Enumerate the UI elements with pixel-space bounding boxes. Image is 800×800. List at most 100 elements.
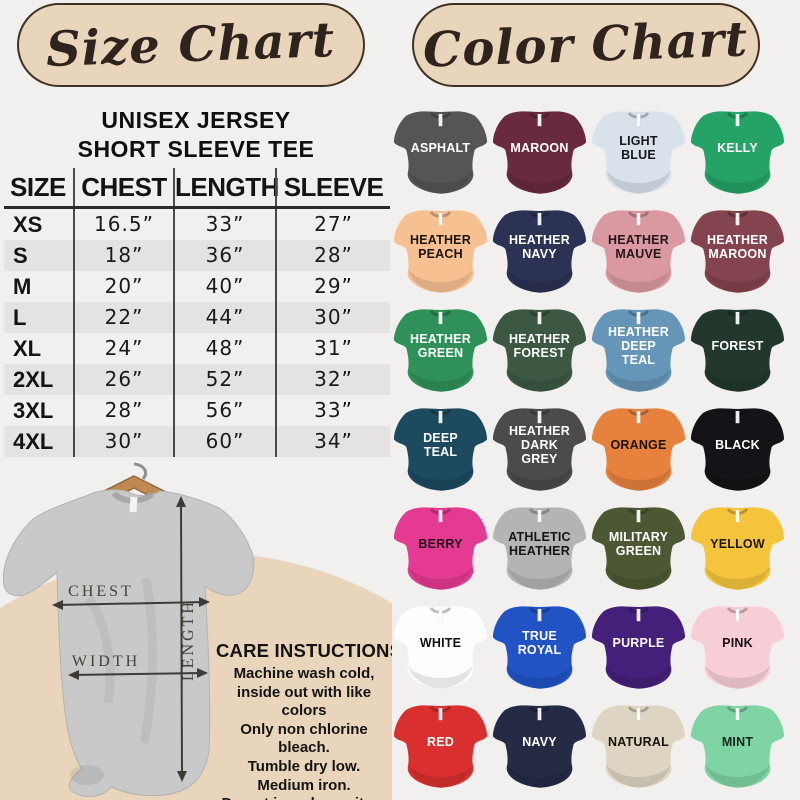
neck-tag — [129, 496, 138, 513]
color-name-label: BLACK — [715, 438, 760, 452]
table-row: XS 16.5” 33” 27” — [4, 209, 390, 240]
size-cell: M — [13, 274, 32, 299]
tee-icon — [393, 507, 488, 590]
tee-icon — [591, 606, 686, 689]
tee-icon — [492, 606, 587, 689]
sleeve-cell: 29” — [275, 271, 390, 302]
color-name-label: DEEP TEAL — [423, 431, 458, 459]
length-cell: 33” — [173, 209, 275, 240]
care-line: inside out with like colors — [236, 683, 372, 720]
color-swatch: ORANGE — [589, 398, 688, 497]
sleeve-cell: 32” — [275, 364, 390, 395]
color-swatch: MILITARY GREEN — [589, 497, 688, 596]
size-cell: 4XL — [13, 429, 54, 454]
sleeve-cell: 28” — [275, 240, 390, 271]
color-name-label: NATURAL — [608, 735, 669, 749]
column-header-sleeve: SLEEVE — [275, 168, 390, 206]
tee-icon — [591, 111, 686, 194]
color-swatch: YELLOW — [688, 497, 787, 596]
tee-icon — [492, 507, 587, 590]
tshirt-measurement-image: CHEST WIDTH LENGTH — [2, 462, 255, 797]
tee-icon — [690, 705, 785, 788]
table-row: M 20” 40” 29” — [4, 271, 390, 302]
color-name-label: YELLOW — [710, 537, 765, 551]
color-swatch: KELLY — [688, 101, 787, 200]
knot-detail — [70, 765, 104, 785]
care-line: Machine wash cold, — [233, 665, 375, 682]
tee-icon — [591, 705, 686, 788]
color-swatch: HEATHER GREEN — [391, 299, 490, 398]
care-line: Tumble dry low. — [247, 757, 361, 775]
color-swatch: DEEP TEAL — [391, 398, 490, 497]
sleeve-cell: 27” — [275, 209, 390, 240]
tee-icon — [690, 309, 785, 392]
color-swatch: HEATHER NAVY — [490, 200, 589, 299]
color-name-label: MAROON — [510, 141, 569, 155]
color-name-label: HEATHER MAROON — [707, 233, 768, 261]
table-row: 4XL 30” 60” 34” — [4, 426, 390, 457]
tee-icon — [393, 111, 488, 194]
color-name-label: ASPHALT — [410, 141, 471, 155]
care-line: Do not iron decoraiton. — [216, 795, 392, 800]
color-swatch: FOREST — [688, 299, 787, 398]
color-swatch: HEATHER PEACH — [391, 200, 490, 299]
chest-cell: 16.5” — [73, 209, 173, 240]
color-name-label: MINT — [721, 735, 754, 749]
color-name-label: NAVY — [522, 735, 557, 749]
hanger-hook-icon — [133, 462, 148, 480]
table-row: 3XL 28” 56” 33” — [4, 395, 390, 426]
size-table-header-row: SIZE CHEST LENGTH SLEEVE — [4, 168, 390, 209]
tee-icon — [492, 309, 587, 392]
color-name-label: HEATHER DARK GREY — [509, 424, 570, 466]
length-cell: 52” — [173, 364, 275, 395]
color-swatch: HEATHER MAUVE — [589, 200, 688, 299]
tee-icon — [591, 309, 686, 392]
chest-cell: 22” — [73, 302, 173, 333]
tee-icon — [492, 111, 587, 194]
color-swatch: HEATHER MAROON — [688, 200, 787, 299]
color-grid: ASPHALT MAROON LIGHT BLUE KELLY — [391, 101, 790, 794]
tee-icon — [393, 705, 488, 788]
tee-icon — [690, 111, 785, 194]
tee-icon — [690, 408, 785, 491]
color-swatch: HEATHER DARK GREY — [490, 398, 589, 497]
chest-cell: 20” — [73, 271, 173, 302]
color-name-label: PURPLE — [612, 636, 665, 650]
tee-icon — [393, 210, 488, 293]
color-swatch: RED — [391, 695, 490, 794]
color-swatch: NAVY — [490, 695, 589, 794]
color-swatch: LIGHT BLUE — [589, 101, 688, 200]
chest-measure-label: CHEST — [68, 583, 134, 600]
size-cell: 2XL — [13, 367, 54, 392]
care-instructions: CARE INSTUCTIONS Machine wash cold, insi… — [216, 640, 392, 800]
sleeve-cell: 31” — [275, 333, 390, 364]
length-arrow — [180, 499, 183, 779]
length-measure-label: LENGTH — [180, 599, 197, 681]
color-name-label: TRUE ROYAL — [517, 629, 562, 657]
size-cell: S — [13, 243, 28, 268]
column-header-length: LENGTH — [173, 168, 279, 206]
tee-icon — [690, 606, 785, 689]
size-chart-panel: Size Chart UNISEX JERSEY SHORT SLEEVE TE… — [0, 0, 392, 800]
chest-cell: 30” — [73, 426, 173, 457]
chest-cell: 28” — [73, 395, 173, 426]
table-row: L 22” 44” 30” — [4, 302, 390, 333]
color-swatch: HEATHER DEEP TEAL — [589, 299, 688, 398]
color-swatch: NATURAL — [589, 695, 688, 794]
size-chart-title: Size Chart — [45, 11, 337, 79]
color-name-label: RED — [427, 735, 454, 749]
color-swatch: PURPLE — [589, 596, 688, 695]
color-swatch: MAROON — [490, 101, 589, 200]
size-cell: L — [13, 305, 27, 330]
color-name-label: HEATHER NAVY — [509, 233, 570, 261]
color-name-label: HEATHER PEACH — [410, 233, 471, 261]
chest-cell: 24” — [73, 333, 173, 364]
column-header-chest: CHEST — [73, 168, 173, 206]
color-chart-title: Color Chart — [422, 11, 750, 79]
size-table: SIZE CHEST LENGTH SLEEVE XS 16.5” 33” 27… — [4, 168, 390, 457]
color-swatch: MINT — [688, 695, 787, 794]
size-cell: XS — [13, 212, 43, 237]
tee-icon — [690, 210, 785, 293]
color-name-label: ORANGE — [610, 438, 667, 452]
tee-icon — [591, 210, 686, 293]
